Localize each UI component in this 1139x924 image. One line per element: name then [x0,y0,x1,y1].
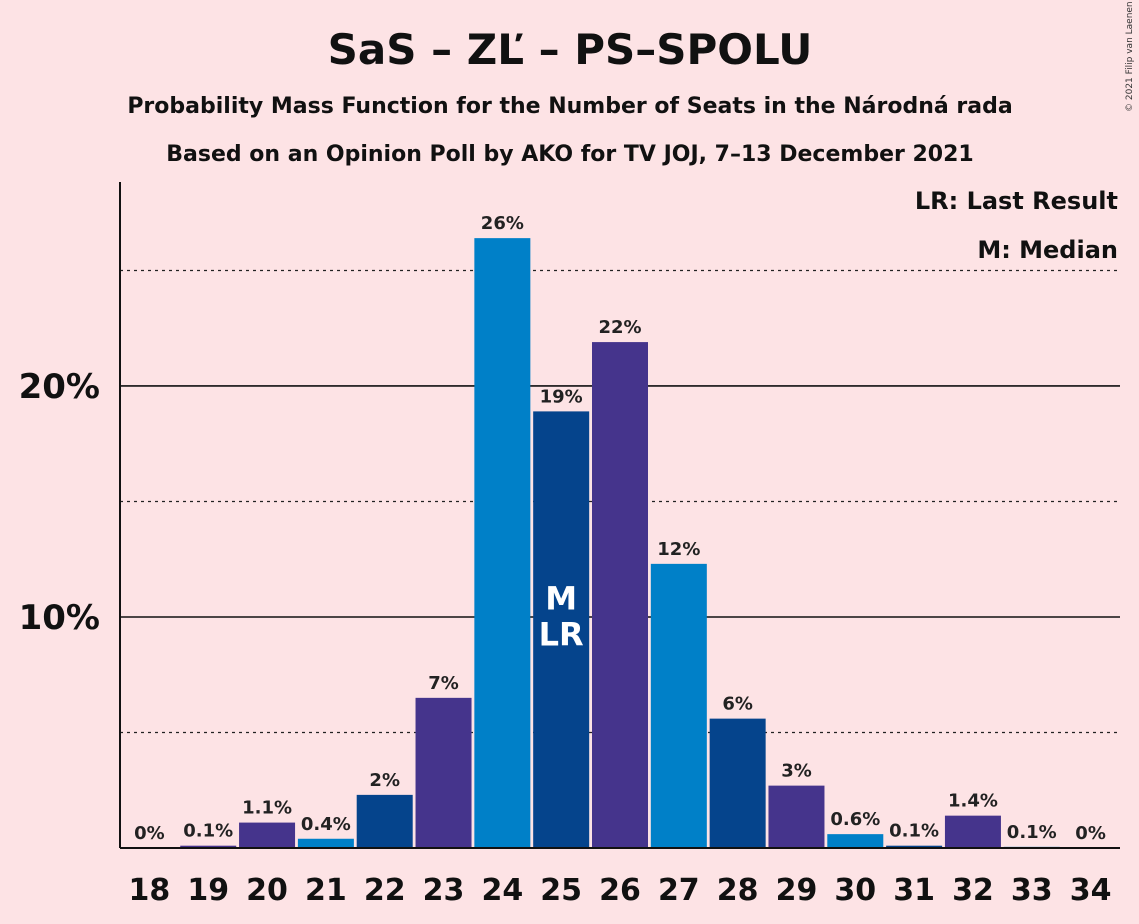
data-label: 26% [481,213,524,234]
bar-23 [415,697,472,848]
x-tick-label: 32 [952,873,994,908]
data-label: 1.1% [242,798,292,819]
bars [180,238,1060,849]
x-tick-label: 24 [481,873,523,908]
bar-29 [768,785,825,848]
x-tick-label: 26 [599,873,641,908]
x-tick-label: 28 [717,873,759,908]
data-label: 22% [598,317,641,338]
bar-28 [709,718,766,848]
x-tick-label: 27 [658,873,700,908]
bar-26 [592,342,648,848]
x-tick-label: 23 [423,873,465,908]
x-tick-label: 22 [364,873,406,908]
x-tick-label: 18 [129,873,171,908]
data-label: 6% [722,694,753,715]
x-tick-label: 19 [187,873,229,908]
axes: 10% 20% 18 19 20 21 22 23 24 25 26 27 28 29 30 31 32 33 34 [19,182,1120,908]
y-tick-label: 20% [19,367,100,407]
x-tick-label: 20 [246,873,288,908]
x-tick-label: 33 [1011,873,1053,908]
x-tick-label: 29 [776,873,818,908]
data-label: 2% [369,770,400,791]
data-label: 19% [540,386,583,407]
bar-annotation-lr: LR [539,616,584,654]
data-label: 12% [657,539,700,560]
x-tick-label: 25 [540,873,582,908]
x-tick-label: 30 [834,873,876,908]
data-label: 0% [1075,823,1106,844]
bar-22 [356,794,413,848]
bar-20 [239,822,296,848]
chart-title: SaS – ZĽ – PS–SPOLU [328,25,813,74]
y-tick-label: 10% [19,598,100,638]
bar-31 [886,845,943,848]
data-label: 0.1% [889,821,939,842]
legend-last-result: LR: Last Result [915,187,1118,215]
bar-30 [827,834,884,848]
data-label: 0% [134,823,165,844]
chart-subtitle-2: Based on an Opinion Poll by AKO for TV J… [166,142,973,167]
data-label: 0.1% [1007,822,1057,843]
chart-subtitle-1: Probability Mass Function for the Number… [127,94,1012,119]
x-tick-label: 21 [305,873,347,908]
data-labels: 0% 0.1% 1.1% 0.4% 2% 7% 26% 19% 22% 12% 6% 3% 0.6% 0.… [134,213,1106,844]
data-label: 0.6% [830,809,880,830]
bar-19 [180,845,237,848]
x-tick-label: 34 [1070,873,1112,908]
data-label: 3% [781,761,812,782]
copyright-note: © 2021 Filip van Laenen [1125,1,1135,112]
bar-27 [650,563,707,848]
x-tick-label: 31 [893,873,935,908]
data-label: 0.1% [183,821,233,842]
bar-21 [297,838,354,848]
data-label: 0.4% [301,814,351,835]
legend-median: M: Median [977,236,1118,264]
bar-annotation-m: M [545,580,577,618]
bar-24 [474,238,531,849]
data-label: 7% [428,673,459,694]
bar-32 [944,815,1001,848]
data-label: 1.4% [948,791,998,812]
bar-25 [533,411,590,848]
